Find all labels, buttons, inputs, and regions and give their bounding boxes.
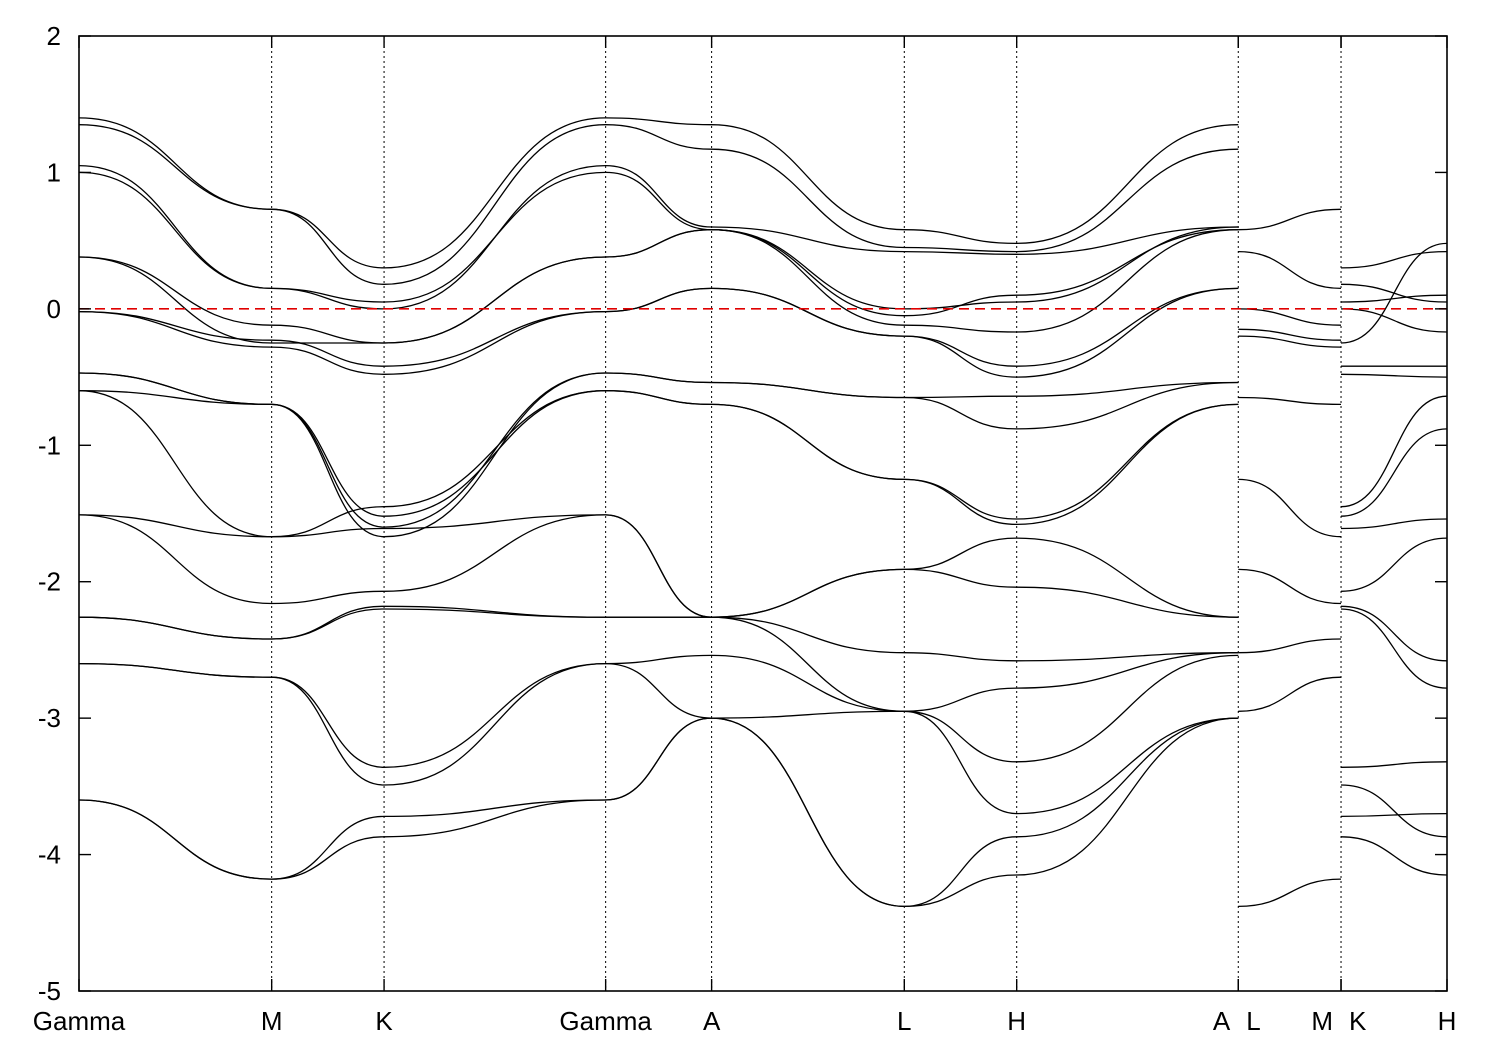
y-tick-label: -1	[38, 430, 61, 460]
band-line	[78, 117, 1239, 269]
kpoint-lines	[271, 36, 1342, 991]
plot-frame	[78, 35, 1448, 992]
band-line	[78, 654, 1239, 768]
band-line	[1340, 761, 1448, 768]
band-line	[1340, 608, 1448, 689]
band-line	[78, 605, 1239, 662]
band-line	[1238, 478, 1342, 538]
y-tick-label: -3	[38, 703, 61, 733]
band-line	[1238, 676, 1342, 712]
x-tick-label: A	[703, 1006, 721, 1036]
band-line	[1238, 335, 1342, 348]
y-tick-label: 0	[47, 294, 61, 324]
band-line	[1340, 283, 1448, 303]
band-line	[1238, 308, 1342, 326]
band-line	[1238, 396, 1342, 406]
x-tick-label: Gamma	[559, 1006, 652, 1036]
band-line	[78, 164, 1239, 310]
band-line	[1340, 428, 1448, 517]
band-line	[1340, 518, 1448, 530]
x-tick-label: K	[1349, 1006, 1367, 1036]
band-line	[1340, 812, 1448, 818]
y-tick-label: -5	[38, 976, 61, 1006]
band-line	[1238, 250, 1342, 290]
x-tick-label: L	[1246, 1006, 1260, 1036]
band-line	[1340, 605, 1448, 662]
band-line	[78, 662, 1239, 815]
y-tick-label: -2	[38, 567, 61, 597]
band-line	[1238, 208, 1342, 231]
band-line	[1340, 784, 1448, 838]
band-line	[78, 514, 1239, 618]
x-tick-label: H	[1007, 1006, 1026, 1036]
x-axis: Gamma M K Gamma A L H A L M K H	[33, 36, 1457, 1036]
band-line	[78, 287, 1239, 378]
x-tick-label: K	[375, 1006, 393, 1036]
band-lines	[78, 117, 1448, 908]
band-line	[1238, 878, 1342, 908]
x-tick-label: A	[1213, 1006, 1231, 1036]
band-line	[1238, 328, 1342, 341]
band-line	[1340, 250, 1448, 269]
y-tick-label: 1	[47, 157, 61, 187]
x-tick-label: Gamma	[33, 1006, 126, 1036]
band-line	[1340, 294, 1448, 303]
x-tick-label: H	[1438, 1006, 1457, 1036]
x-tick-label: M	[1311, 1006, 1333, 1036]
band-line	[78, 124, 1239, 285]
band-line	[78, 717, 1239, 908]
band-line	[78, 372, 1239, 528]
band-line	[1340, 537, 1448, 592]
band-line	[1340, 308, 1448, 333]
band-line	[78, 372, 1239, 538]
y-tick-label: 2	[47, 21, 61, 51]
band-line	[1238, 568, 1342, 605]
x-tick-label: L	[897, 1006, 911, 1036]
band-line	[78, 171, 1239, 310]
band-line	[1340, 836, 1448, 876]
band-line	[78, 608, 1239, 712]
band-line	[1238, 638, 1342, 654]
band-line	[1340, 395, 1448, 508]
y-tick-label: -4	[38, 840, 61, 870]
band-line	[78, 287, 1239, 367]
band-line	[1340, 373, 1448, 378]
y-axis: -5 -4 -3 -2 -1 0 1 2	[38, 21, 1447, 1006]
x-tick-label: M	[261, 1006, 283, 1036]
band-line	[78, 390, 1239, 526]
